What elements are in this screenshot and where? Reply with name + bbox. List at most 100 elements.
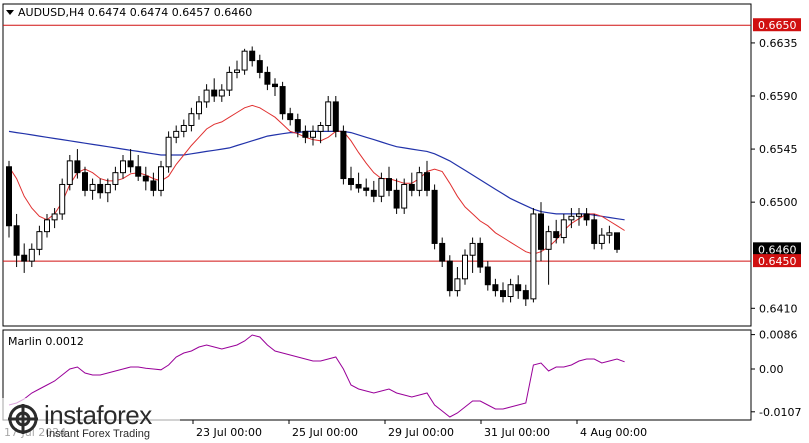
candle bbox=[104, 178, 111, 203]
candle bbox=[59, 178, 66, 220]
candle-body bbox=[446, 260, 453, 292]
candle-body bbox=[173, 130, 180, 138]
candle bbox=[401, 178, 408, 214]
time-tick-label: 31 Jul 00:00 bbox=[484, 426, 550, 439]
candle-body bbox=[180, 124, 187, 132]
candle bbox=[218, 84, 225, 102]
candle-body bbox=[469, 242, 476, 256]
candle-body bbox=[241, 50, 248, 71]
symbol-dropdown-icon[interactable] bbox=[6, 10, 14, 15]
candle-body bbox=[112, 172, 119, 185]
candle-body bbox=[317, 124, 324, 132]
candle bbox=[484, 261, 491, 291]
horizontal-levels bbox=[3, 24, 751, 262]
candle bbox=[591, 213, 598, 250]
candle-body bbox=[89, 183, 96, 191]
candle bbox=[310, 125, 316, 146]
candle bbox=[249, 46, 256, 67]
candle bbox=[378, 172, 385, 203]
price-tick-label: 0.6590 bbox=[759, 90, 798, 103]
candle bbox=[598, 228, 605, 250]
moving-averages bbox=[8, 104, 625, 255]
candle-body bbox=[560, 219, 567, 239]
candle-body bbox=[538, 213, 544, 250]
candle bbox=[82, 166, 88, 197]
candle-body bbox=[568, 215, 575, 221]
candle-body bbox=[325, 101, 332, 126]
candle bbox=[21, 243, 28, 273]
candle-body bbox=[522, 290, 529, 300]
candle bbox=[340, 125, 347, 185]
candle bbox=[51, 208, 58, 229]
candle-body bbox=[294, 119, 301, 132]
marlin-line bbox=[8, 334, 625, 418]
candle bbox=[203, 84, 210, 108]
candle bbox=[287, 107, 294, 126]
candle-body bbox=[287, 113, 294, 121]
candle bbox=[500, 282, 506, 303]
candle bbox=[583, 208, 590, 226]
candle bbox=[74, 149, 81, 179]
candle-body bbox=[158, 166, 164, 191]
instaforex-logo-icon bbox=[8, 404, 38, 434]
candle bbox=[431, 184, 438, 250]
candle-body bbox=[302, 130, 309, 138]
candle bbox=[234, 60, 240, 79]
candle bbox=[416, 166, 423, 197]
candle-body bbox=[492, 284, 499, 292]
candle bbox=[89, 178, 96, 200]
price-tick-label: 0.6545 bbox=[759, 143, 798, 156]
candle-body bbox=[59, 183, 66, 215]
candle bbox=[606, 225, 613, 244]
time-tick-label: 4 Aug 00:00 bbox=[580, 426, 647, 439]
candle-body bbox=[104, 183, 111, 194]
candle-body bbox=[408, 183, 415, 191]
candle-body bbox=[477, 242, 484, 268]
candle bbox=[560, 213, 567, 244]
candle bbox=[408, 172, 415, 197]
candle bbox=[545, 225, 552, 285]
candle bbox=[279, 81, 286, 120]
candle bbox=[507, 278, 514, 303]
candle bbox=[530, 208, 537, 303]
candle bbox=[317, 121, 324, 144]
candle bbox=[188, 107, 195, 132]
candle-body bbox=[142, 175, 149, 182]
price-tick-label: 0.6410 bbox=[759, 302, 798, 315]
candle bbox=[158, 160, 164, 197]
price-level-badge bbox=[753, 242, 801, 256]
candle bbox=[325, 96, 332, 132]
candle-body bbox=[196, 101, 202, 115]
candle bbox=[424, 160, 430, 197]
candle-body bbox=[355, 183, 362, 189]
candle bbox=[515, 275, 522, 299]
indicator-tick-label: 0.00 bbox=[759, 363, 784, 376]
candle bbox=[165, 131, 172, 173]
candle bbox=[576, 208, 582, 226]
watermark-brand: instaforex bbox=[44, 400, 152, 430]
candle bbox=[127, 149, 134, 173]
candle-body bbox=[462, 254, 468, 280]
candle-body bbox=[28, 248, 35, 262]
candle-body bbox=[332, 101, 339, 132]
candle-body bbox=[393, 189, 400, 209]
candle bbox=[332, 96, 339, 138]
candle bbox=[469, 237, 476, 273]
candle bbox=[446, 255, 453, 297]
candle bbox=[36, 225, 43, 256]
candle-body bbox=[606, 232, 613, 236]
candle-body bbox=[416, 172, 423, 191]
candle bbox=[13, 213, 20, 268]
candle-body bbox=[340, 130, 347, 180]
candle bbox=[553, 219, 560, 244]
candle-body bbox=[97, 183, 104, 194]
candle-body bbox=[234, 69, 240, 73]
candle bbox=[180, 119, 187, 138]
candle-body bbox=[439, 242, 446, 262]
price-level-badge bbox=[753, 254, 801, 268]
candle bbox=[568, 208, 575, 229]
candle-body bbox=[370, 189, 377, 197]
candles-series bbox=[6, 46, 620, 306]
candle bbox=[120, 154, 126, 179]
